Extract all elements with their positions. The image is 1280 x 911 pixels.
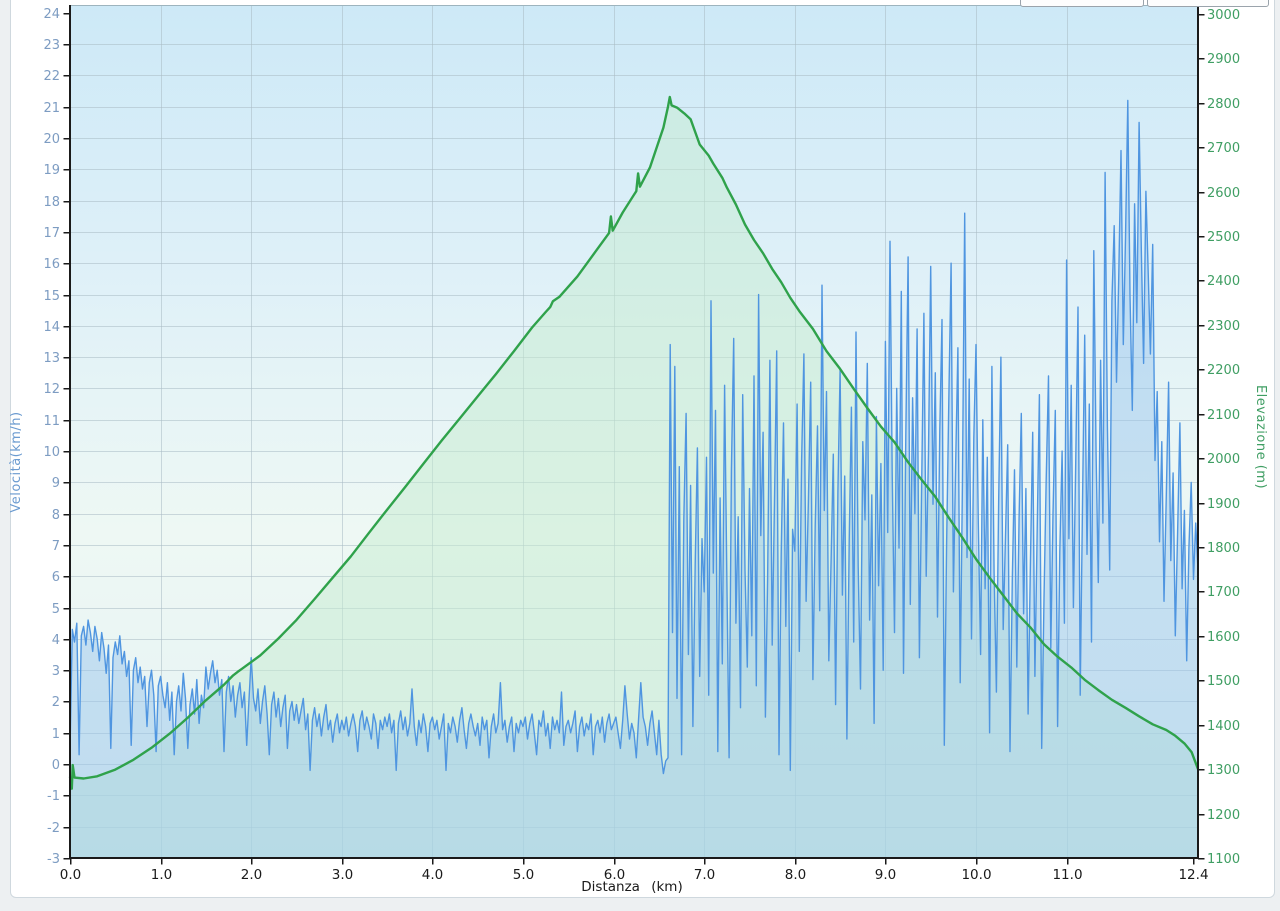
cropped-toolbar-button-1[interactable] <box>1020 0 1144 7</box>
chart-panel <box>10 0 1275 898</box>
cropped-toolbar-button-2[interactable] <box>1147 0 1269 7</box>
